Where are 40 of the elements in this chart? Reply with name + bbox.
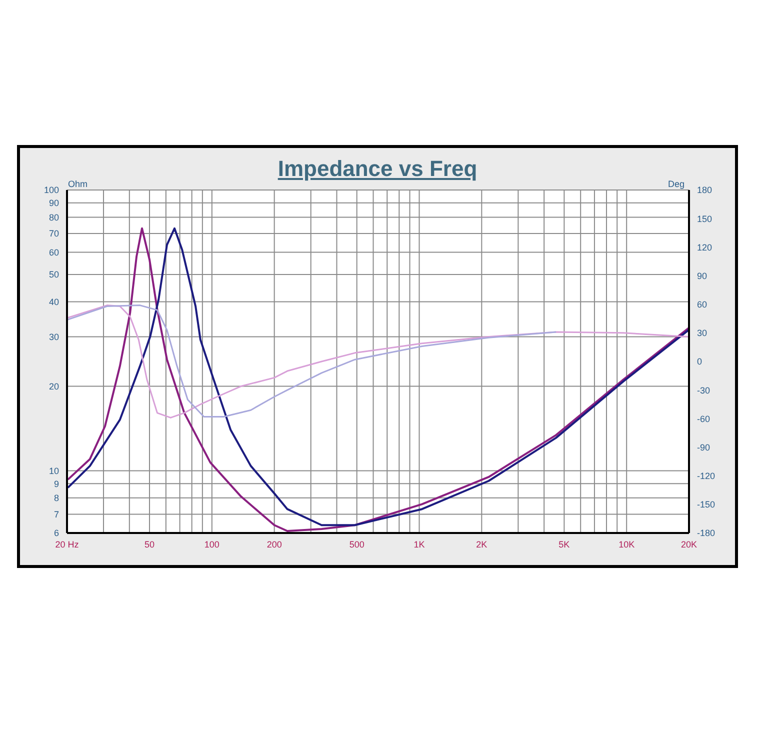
y2-tick-label: -150 [697, 500, 716, 510]
y-tick-label: 7 [54, 509, 59, 520]
x-tick-label: 10K [618, 539, 635, 550]
x-tick-label: 200 [266, 539, 282, 550]
y-tick-label: 40 [48, 296, 59, 307]
y2-tick-label: 60 [697, 300, 708, 310]
x-tick-label: 20 Hz [55, 539, 80, 550]
y2-tick-label: 180 [697, 185, 712, 196]
y2-tick-label: 30 [697, 328, 708, 338]
y2-axis-title: Deg [668, 179, 685, 189]
y-tick-label: 9 [54, 478, 59, 489]
chart-title: Impedance vs Freq [278, 156, 478, 181]
y-tick-label: 60 [48, 247, 59, 258]
x-tick-label: 2K [476, 539, 488, 550]
x-tick-label: 50 [144, 539, 155, 550]
y2-tick-label: 120 [697, 242, 712, 252]
y-tick-label: 30 [48, 332, 59, 342]
y-tick-label: 70 [48, 228, 59, 239]
y2-tick-label: -120 [697, 471, 716, 482]
y2-tick-label: -30 [697, 385, 710, 396]
y-tick-label: 6 [54, 528, 59, 538]
y2-tick-label: 150 [697, 214, 712, 224]
y-tick-label: 10 [48, 466, 59, 476]
y-tick-label: 20 [48, 381, 59, 392]
y-tick-label: 90 [48, 198, 59, 208]
y2-tick-label: -180 [697, 528, 716, 538]
y-tick-label: 100 [44, 185, 59, 196]
y-tick-label: 50 [48, 270, 59, 280]
x-tick-label: 100 [204, 539, 220, 550]
y2-tick-label: 0 [697, 356, 702, 367]
x-tick-label: 500 [349, 539, 364, 550]
y2-tick-label: -60 [697, 414, 710, 424]
x-tick-label: 1K [414, 539, 425, 550]
y-tick-label: 80 [48, 212, 59, 222]
x-tick-label: 5K [558, 539, 570, 550]
y2-tick-label: 90 [697, 270, 708, 281]
y2-tick-label: -90 [697, 442, 710, 452]
y-tick-label: 8 [54, 493, 59, 504]
x-tick-label: 20K [680, 539, 698, 550]
y-axis-title: Ohm [68, 179, 88, 189]
